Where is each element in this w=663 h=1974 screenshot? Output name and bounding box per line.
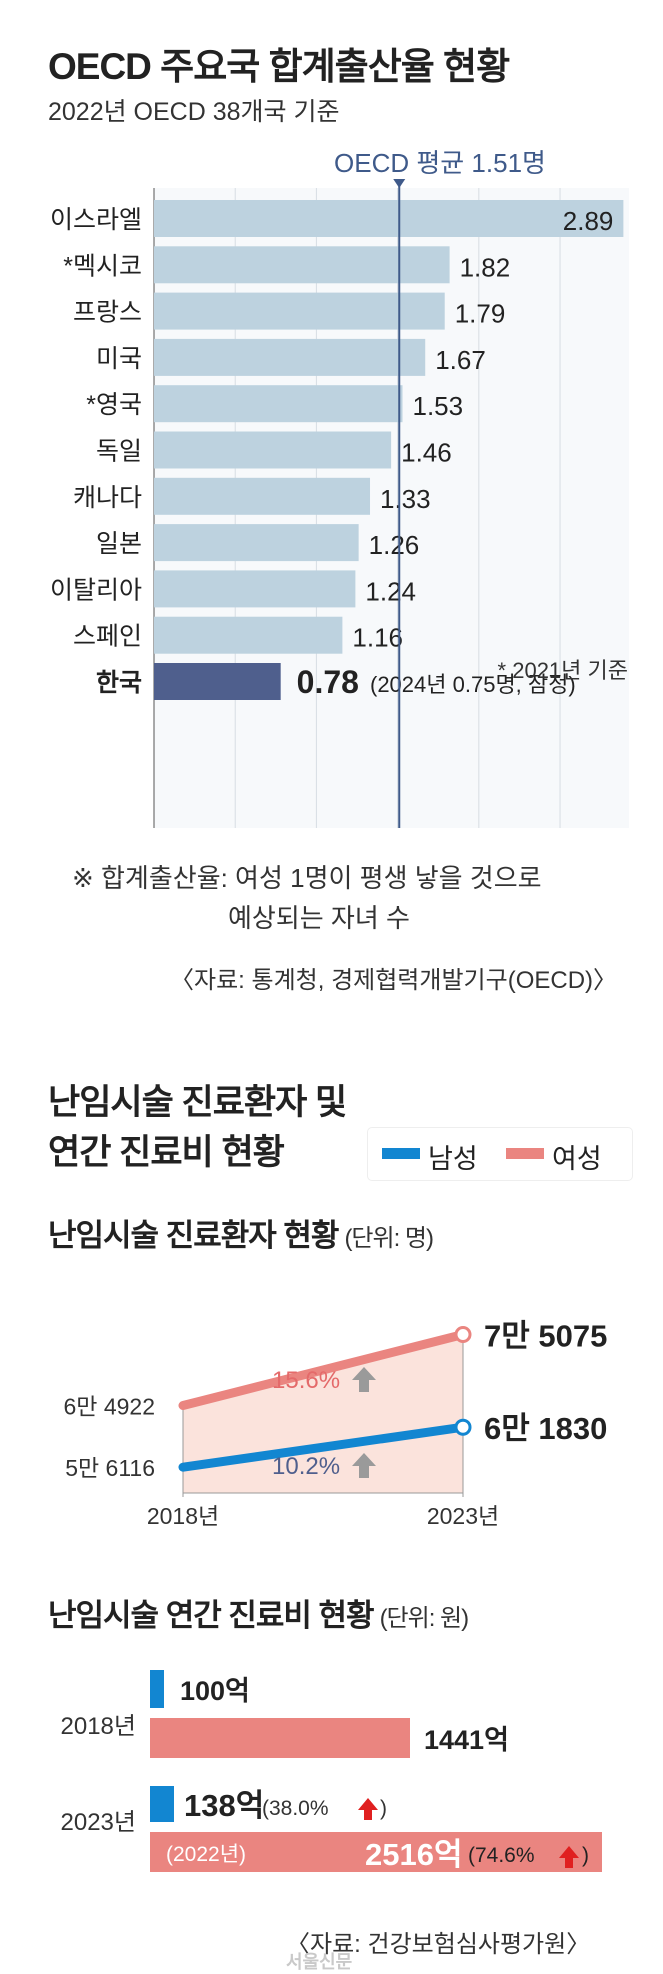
male-up-arrow-icon: [352, 1453, 376, 1478]
male-line: [178, 1422, 468, 1472]
female-change-label: 15.6%: [272, 1367, 340, 1394]
bar-1: [154, 246, 450, 284]
value-label-7: 1.26: [369, 530, 420, 560]
legend-female-swatch: [506, 1148, 544, 1159]
year-label-2023: 2023년: [61, 1809, 136, 1836]
bar-6: [154, 477, 371, 515]
male-bar-2023: [150, 1786, 174, 1822]
male-change-2023: (38.0%: [262, 1797, 329, 1820]
category-label-1: *멕시코: [63, 252, 142, 280]
value-label-3: 1.67: [435, 345, 486, 375]
bar-0: [154, 200, 624, 237]
male-start-label: 5만 6116: [65, 1455, 155, 1481]
bar-8: [154, 570, 356, 608]
female-value-2023: 2516억: [365, 1837, 462, 1872]
female-bar-2018: [150, 1718, 410, 1758]
category-label-4: *영국: [86, 391, 142, 419]
year-label-2018: 2018년: [61, 1713, 136, 1740]
category-label-5: 독일: [96, 438, 142, 466]
female-up-arrow-icon: [559, 1846, 579, 1868]
average-label: OECD 평균 1.51명: [334, 148, 546, 178]
cost-title: 난임시술 연간 진료비 현황 (단위: 원): [48, 1598, 469, 1633]
value-label-1: 1.82: [460, 252, 511, 282]
watermark: 서울신문: [286, 1952, 353, 1972]
male-end-point: [454, 1418, 472, 1436]
patients-line-chart: 6만 4922 5만 6116 7만 5075 6만 1830 15.6% 10.2% 20…: [63, 1318, 607, 1529]
value-label-5: 1.46: [401, 438, 452, 468]
x-label-2023: 2023년: [427, 1503, 499, 1529]
bar-7: [154, 524, 359, 562]
value-label-4: 1.53: [412, 391, 463, 421]
female-line: [178, 1329, 468, 1411]
legend-male-swatch: [382, 1148, 420, 1159]
korea-note: (2024년 0.75명, 잠정): [370, 672, 576, 697]
female-note-2023: (2022년): [166, 1843, 246, 1866]
chart2-title-line2: 연간 진료비 현황: [48, 1133, 285, 1172]
value-label-9: 1.16: [352, 623, 403, 653]
chart2-source: 〈자료: 건강보험심사평가원〉: [286, 1931, 591, 1958]
male-end-label: 6만 1830: [484, 1411, 607, 1446]
patients-title: 난임시술 진료환자 현황 (단위: 명): [48, 1218, 434, 1253]
value-label-10: 0.78: [297, 664, 359, 700]
category-label-6: 캐나다: [73, 484, 142, 512]
legend: 남성 여성: [368, 1128, 632, 1180]
chart1-source: 〈자료: 통계청, 경제협력개발기구(OECD)〉: [170, 967, 618, 994]
bar-9: [154, 616, 343, 654]
female-start-label: 6만 4922: [63, 1394, 155, 1420]
value-label-2: 1.79: [455, 299, 506, 329]
bar-2: [154, 292, 445, 330]
female-change-close: ): [582, 1844, 589, 1867]
cost-bar-chart: 2018년 100억 1441억 2023년 138억(38.0%) (2022년) 251…: [61, 1670, 602, 1872]
category-label-7: 일본: [96, 530, 142, 558]
male-change-close: ): [380, 1797, 387, 1820]
value-label-6: 1.33: [380, 484, 431, 514]
fertility-bar-chart: 이스라엘 2.89 *멕시코 1.82 프랑스 1.79 미국 1.67 *영국 1.53 독일 1.…: [50, 148, 629, 828]
female-change-2023: (74.6%: [468, 1844, 535, 1867]
definition-line1: ※ 합계출산율: 여성 1명이 평생 낳을 것으로: [72, 863, 542, 893]
chart2-title-line1: 난임시술 진료환자 및: [48, 1083, 347, 1122]
category-label-10: 한국: [96, 669, 142, 697]
value-label-0: 2.89: [563, 206, 614, 236]
legend-male-label: 남성: [428, 1144, 478, 1174]
male-change-label: 10.2%: [272, 1453, 340, 1480]
male-up-arrow-icon: [358, 1798, 378, 1820]
male-value-2018: 100억: [180, 1676, 250, 1706]
value-label-8: 1.24: [365, 576, 416, 606]
legend-female-label: 여성: [552, 1144, 602, 1174]
chart1-subtitle: 2022년 OECD 38개국 기준: [48, 98, 340, 126]
female-bar-2023: [150, 1832, 602, 1872]
bar-3: [154, 338, 426, 376]
bar-5: [154, 431, 392, 469]
bar-4: [154, 385, 403, 423]
female-end-point: [454, 1325, 472, 1343]
chart1-title: OECD 주요국 합계출산율 현황: [48, 46, 510, 87]
category-label-0: 이스라엘: [50, 206, 142, 234]
male-value-2023: 138억: [184, 1788, 264, 1823]
average-marker: [393, 179, 406, 188]
category-label-2: 프랑스: [73, 299, 142, 327]
bar-10: [154, 663, 281, 700]
category-label-9: 스페인: [73, 623, 142, 651]
female-up-arrow-icon: [352, 1367, 376, 1392]
female-end-label: 7만 5075: [484, 1318, 607, 1353]
x-label-2018: 2018년: [147, 1503, 219, 1529]
footnote: * 2021년 기준: [498, 658, 628, 683]
male-bar-2018: [150, 1670, 164, 1708]
female-value-2018: 1441억: [424, 1725, 509, 1755]
category-label-3: 미국: [96, 345, 142, 373]
category-label-8: 이탈리아: [50, 576, 142, 604]
definition-line2: 예상되는 자녀 수: [228, 903, 410, 933]
